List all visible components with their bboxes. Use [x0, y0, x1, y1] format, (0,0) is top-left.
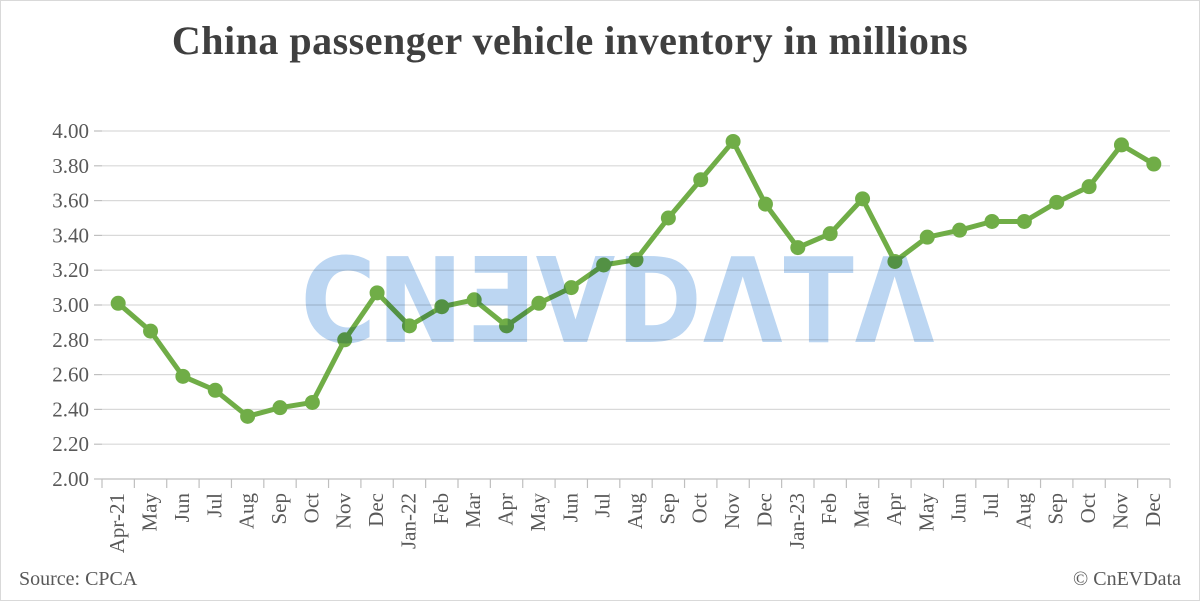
x-tick-label: Nov: [720, 493, 744, 530]
data-point: [1081, 179, 1097, 195]
chart-title: China passenger vehicle inventory in mil…: [171, 18, 969, 63]
x-tick-label: Jun: [947, 493, 971, 523]
data-point: [207, 382, 223, 398]
x-tick-label: Jan-22: [396, 493, 420, 549]
x-tick-label: Dec: [364, 493, 388, 527]
data-point: [531, 295, 547, 311]
data-point: [1049, 194, 1065, 210]
y-tick-label: 3.00: [52, 293, 89, 317]
x-tick-label: Oct: [688, 493, 712, 523]
y-tick-label: 2.00: [52, 467, 89, 491]
data-point: [790, 240, 806, 256]
x-tick-label: Dec: [1141, 493, 1165, 527]
x-tick-label: Mar: [461, 493, 485, 528]
x-tick-label: Sep: [1044, 493, 1068, 525]
x-tick-label: Apr-21: [105, 493, 129, 553]
data-point: [596, 257, 612, 273]
x-tick-label: Feb: [817, 493, 841, 525]
x-tick-label: Nov: [332, 493, 356, 530]
y-tick-label: 2.40: [52, 397, 89, 421]
data-point: [887, 254, 903, 269]
x-tick-label: Jul: [979, 493, 1003, 518]
data-point: [401, 318, 417, 334]
x-tick-label: Apr: [494, 493, 518, 526]
x-tick-label: Dec: [752, 493, 776, 527]
data-point: [725, 133, 741, 149]
y-tick-label: 3.40: [52, 223, 89, 247]
x-tick-label: Jun: [170, 493, 194, 523]
data-point: [757, 196, 773, 212]
x-tick-label: Jul: [591, 493, 615, 518]
data-point: [434, 299, 450, 315]
y-tick-label: 2.20: [52, 432, 89, 456]
x-tick-label: Oct: [299, 493, 323, 523]
x-tick-label: May: [914, 493, 938, 532]
x-tick-label: May: [526, 493, 550, 532]
x-tick-label: Mar: [850, 493, 874, 528]
copyright-note: © CnEVData: [1073, 568, 1181, 590]
data-point: [466, 292, 482, 308]
y-tick-label: 3.20: [52, 258, 89, 282]
data-point: [660, 210, 676, 226]
data-point: [855, 191, 871, 207]
data-point: [304, 394, 320, 410]
data-point: [1146, 156, 1162, 172]
x-tick-label: Jan-23: [785, 493, 809, 549]
x-tick-label: Sep: [267, 493, 291, 525]
x-tick-label: Aug: [623, 493, 647, 530]
data-point: [337, 332, 353, 348]
data-point: [1113, 137, 1129, 153]
data-point: [110, 295, 126, 311]
x-tick-label: Jun: [558, 493, 582, 523]
y-tick-label: 3.60: [52, 189, 89, 213]
x-tick-label: Nov: [1108, 493, 1132, 530]
x-tick-label: Sep: [655, 493, 679, 525]
data-point: [952, 222, 968, 238]
data-point: [143, 323, 159, 339]
x-tick-label: Aug: [235, 493, 259, 530]
data-point: [919, 229, 935, 245]
data-point: [563, 280, 579, 296]
x-tick-label: Aug: [1011, 493, 1035, 530]
data-point: [693, 172, 709, 188]
data-point: [822, 226, 838, 242]
x-tick-label: Oct: [1076, 493, 1100, 523]
y-tick-label: 3.80: [52, 154, 89, 178]
x-tick-label: Apr: [882, 493, 906, 526]
data-point: [240, 408, 256, 424]
y-tick-label: 2.80: [52, 328, 89, 352]
source-note: Source: CPCA: [19, 568, 138, 590]
data-point: [1016, 213, 1032, 229]
watermark-logo: CNƎVDΛTΛ: [300, 233, 936, 371]
y-tick-label: 2.60: [52, 363, 89, 387]
y-tick-label: 4.00: [52, 119, 89, 143]
x-tick-label: Jul: [202, 493, 226, 518]
x-tick-label: Feb: [429, 493, 453, 525]
data-point: [628, 252, 644, 268]
data-point: [984, 213, 1000, 229]
data-point: [175, 368, 191, 384]
data-point: [369, 285, 385, 301]
data-point: [499, 318, 515, 334]
x-tick-label: May: [138, 493, 162, 532]
data-point: [272, 400, 288, 416]
